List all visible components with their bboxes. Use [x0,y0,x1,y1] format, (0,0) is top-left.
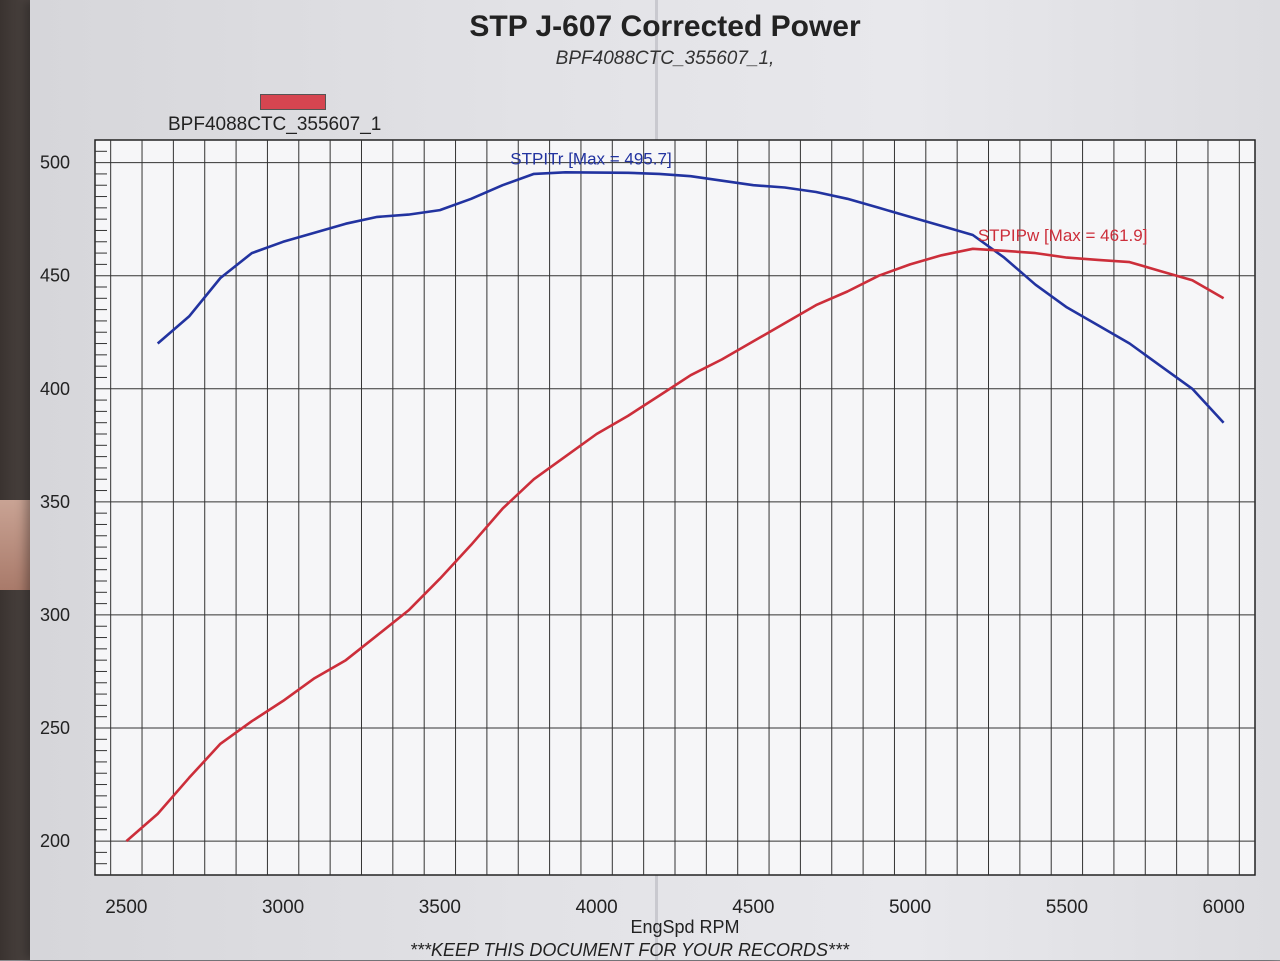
y-tick-label: 400 [40,379,70,399]
legend-label: BPF4088CTC_355607_1 [168,114,382,135]
x-tick-label: 3000 [262,897,304,918]
chart-title: STP J-607 Corrected Power [469,10,861,43]
series-line-stpitr [156,171,1225,424]
x-tick-label: 5500 [1046,897,1088,918]
series-annotation-stpitr: STPITr [Max = 495.7] [510,149,671,168]
footer-note: ***KEEP THIS DOCUMENT FOR YOUR RECORDS**… [410,940,850,960]
x-axis-label: EngSpd RPM [630,917,739,937]
series-line-stpipw [125,247,1225,843]
x-tick-label: 4500 [732,897,774,918]
legend-swatch [260,94,326,110]
x-tick-label: 3500 [419,897,461,918]
chart-subtitle: BPF4088CTC_355607_1, [555,48,775,69]
y-tick-label: 200 [40,831,70,851]
y-tick-label: 500 [40,153,70,173]
x-tick-label: 5000 [889,897,931,918]
y-tick-label: 300 [40,605,70,625]
x-tick-label: 6000 [1203,897,1245,918]
y-tick-label: 450 [40,266,70,286]
series-annotation-stpipw: STPIPw [Max = 461.9] [978,226,1148,245]
x-tick-label: 4000 [575,897,617,918]
y-tick-label: 250 [40,718,70,738]
y-tick-label: 350 [40,492,70,512]
x-tick-label: 2500 [105,897,147,918]
